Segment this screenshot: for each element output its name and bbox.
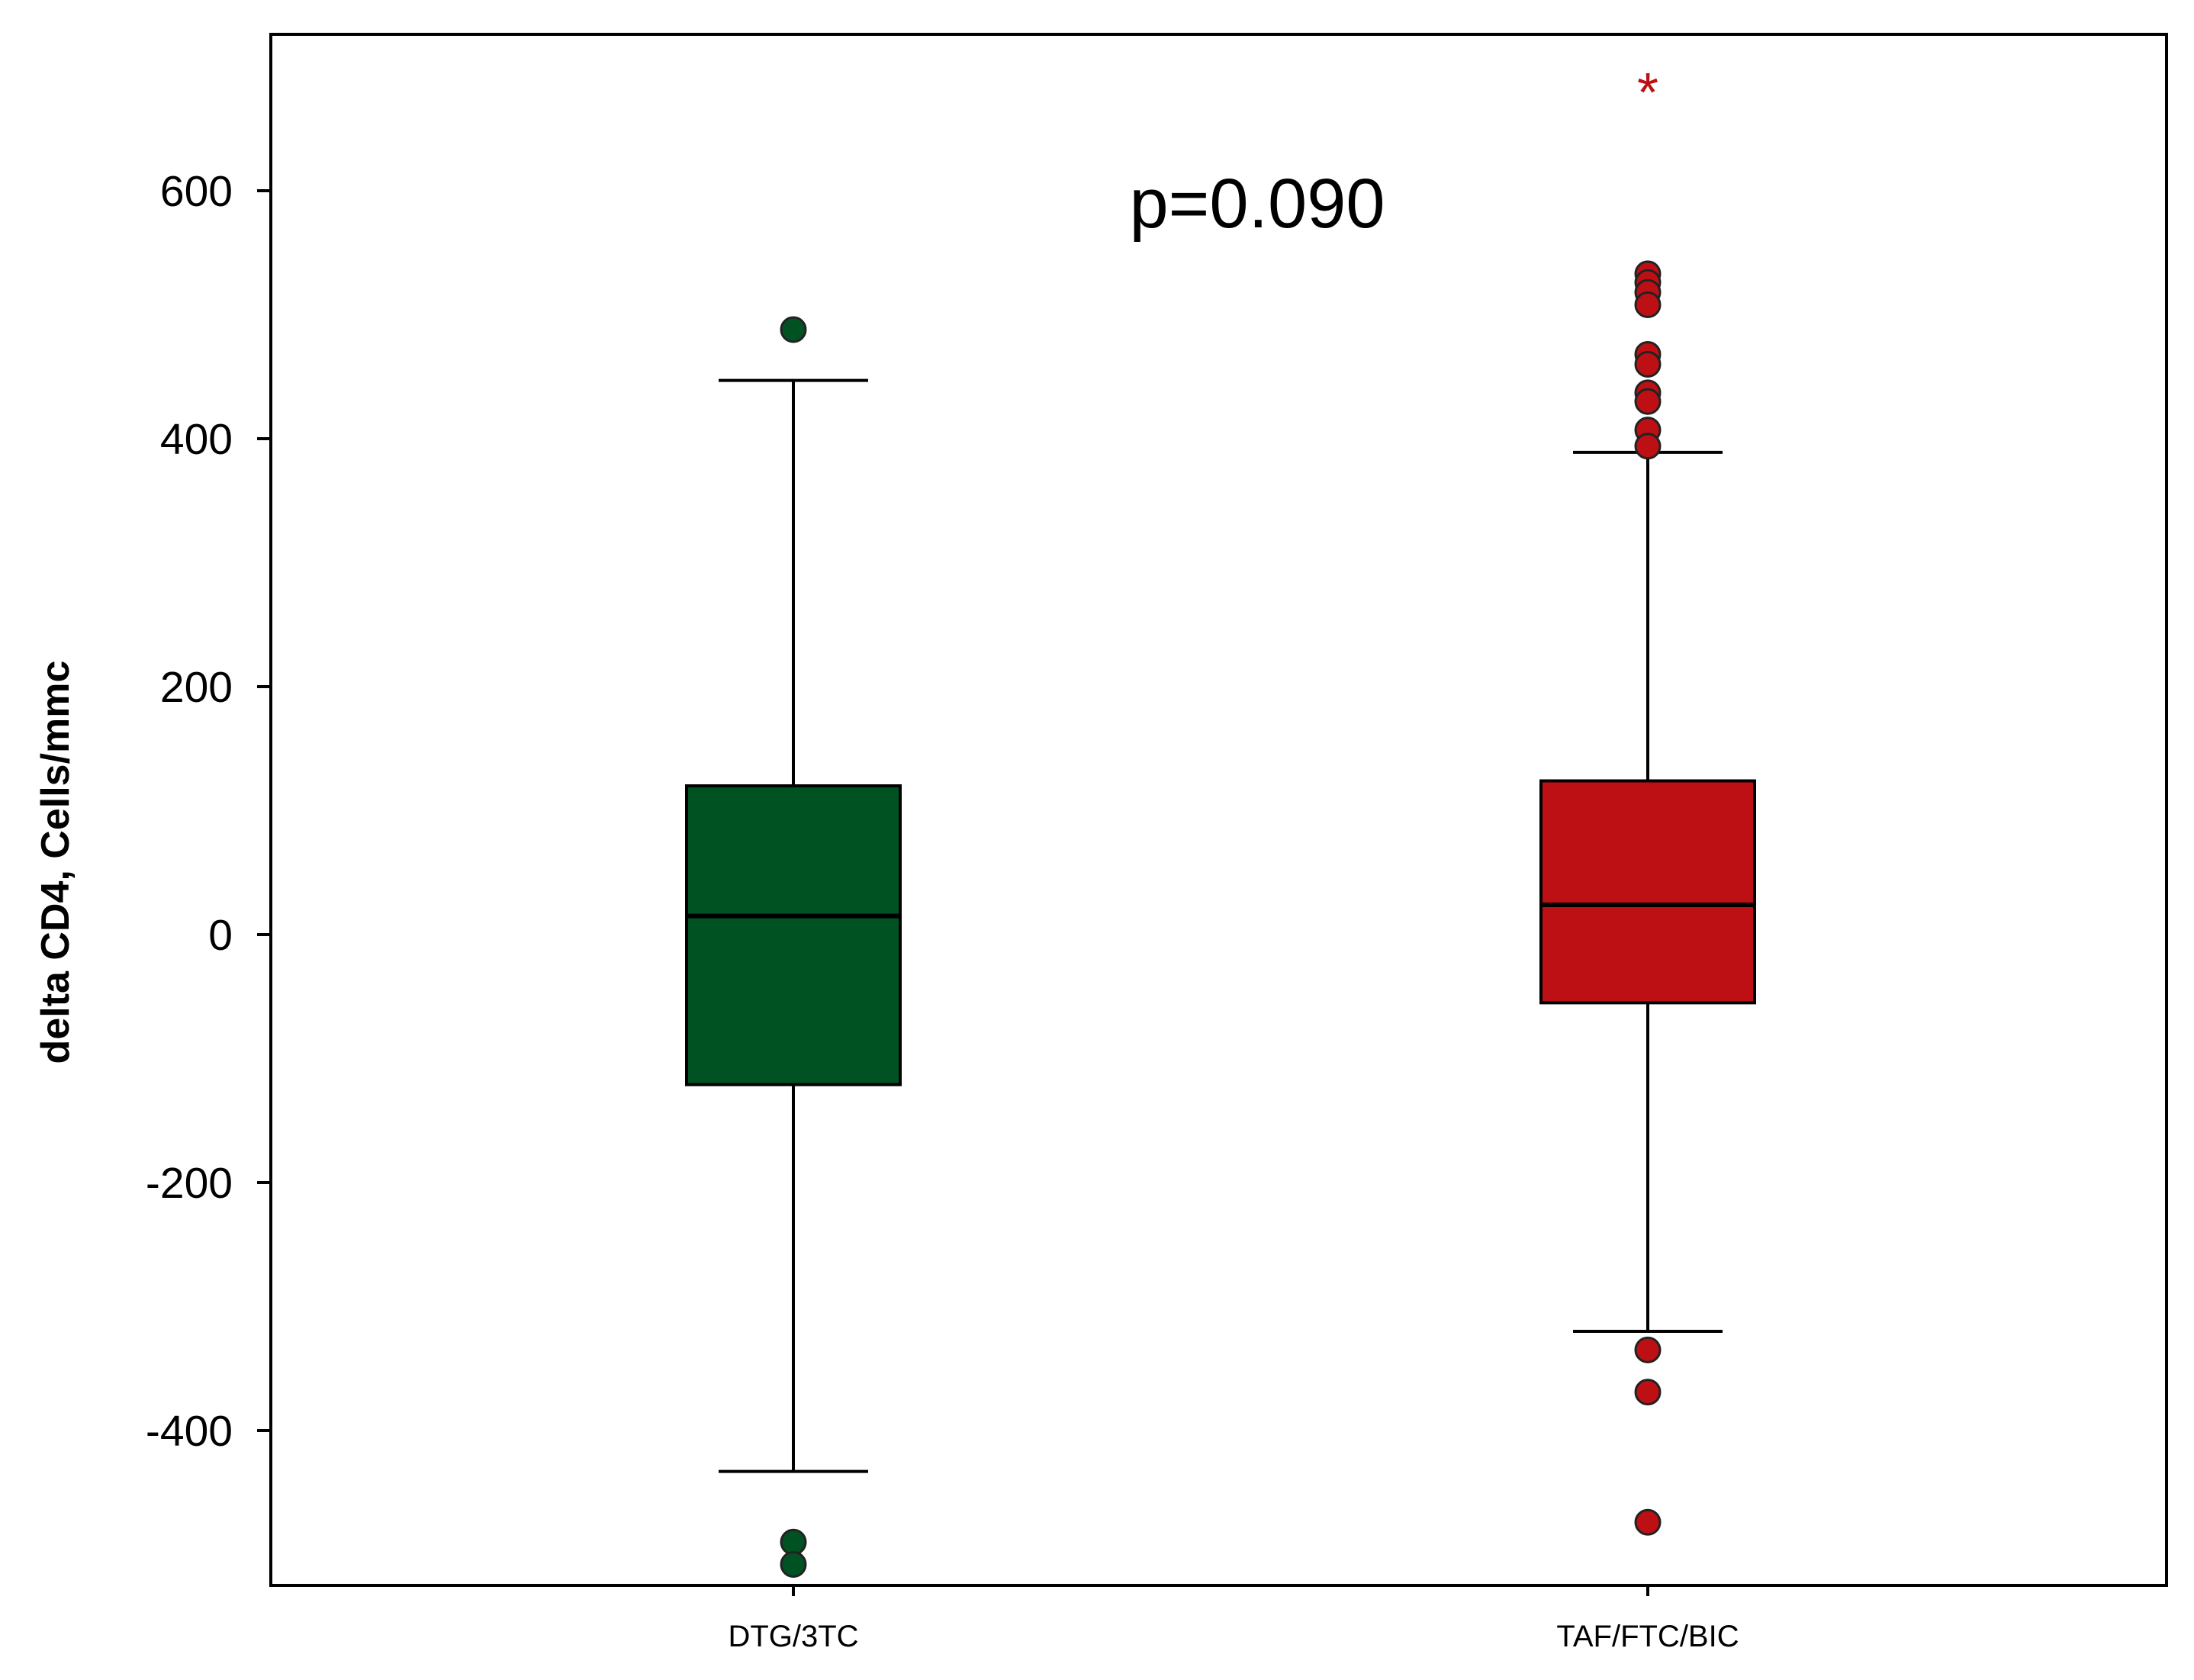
outlier-point: [780, 316, 807, 343]
box-group-1: *: [1539, 63, 1756, 1536]
outlier-point: [1634, 1508, 1662, 1536]
y-axis-title: delta CD4, Cells/mmc: [34, 661, 78, 1064]
iqr-box: [685, 784, 902, 1086]
y-tick-label: 400: [160, 415, 233, 464]
boxes-layer: *: [685, 63, 1756, 1578]
y-tick-label: 200: [160, 663, 233, 712]
outlier-point: [780, 1528, 807, 1556]
box-group-0: [685, 316, 902, 1578]
outlier-point: [1634, 433, 1662, 460]
plot-frame: [269, 33, 2168, 1587]
x-tick-label: TAF/FTC/BIC: [1556, 1620, 1739, 1653]
extreme-point: *: [1637, 63, 1658, 124]
outlier-point: [1634, 1379, 1662, 1406]
outlier-point: [780, 1551, 807, 1578]
outlier-point: [1634, 1336, 1662, 1363]
p-value-annotation: p=0.090: [1129, 165, 1385, 243]
y-tick-label: 600: [160, 167, 233, 216]
y-tick-label: -200: [146, 1159, 233, 1208]
outlier-point: [1634, 291, 1662, 318]
x-tick-label: DTG/3TC: [728, 1620, 858, 1653]
y-axis: 600 400 200 0 -200 -400: [146, 167, 271, 1456]
iqr-box: [1539, 779, 1756, 1005]
y-tick-label: -400: [146, 1407, 233, 1456]
x-axis: DTG/3TC TAF/FTC/BIC: [728, 1585, 1739, 1653]
outlier-point: [1634, 388, 1662, 415]
y-tick-label: 0: [208, 911, 233, 960]
outlier-point: [1634, 351, 1662, 378]
